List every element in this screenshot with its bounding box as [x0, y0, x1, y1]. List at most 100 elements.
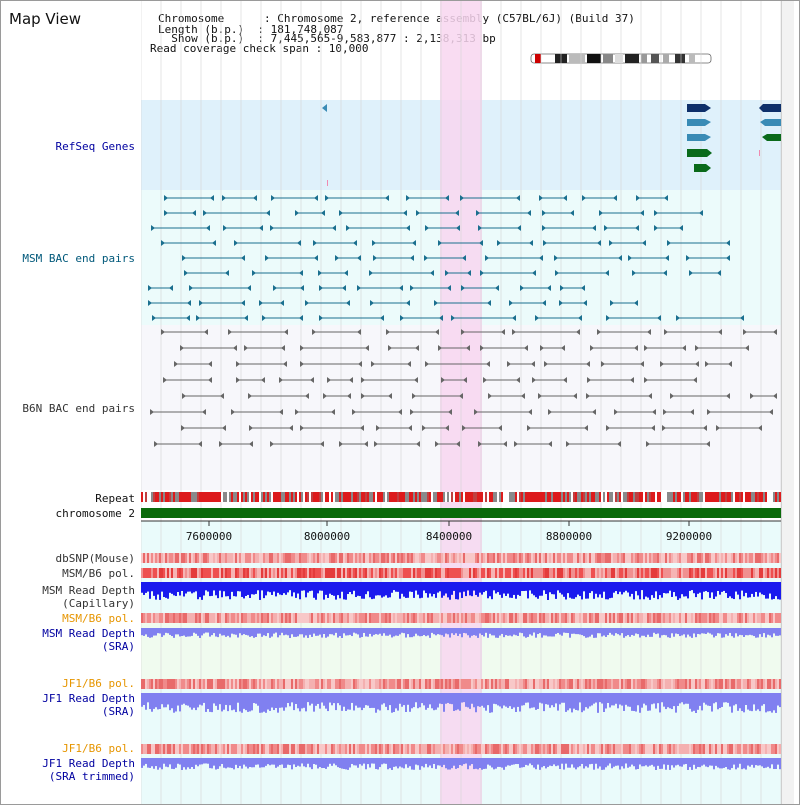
bac-end-pair	[295, 409, 335, 415]
bac-end-pair	[223, 225, 263, 231]
bac-end-pair	[644, 377, 697, 383]
bac-end-pair	[707, 409, 773, 415]
bac-end-pair	[535, 315, 582, 321]
refseq-genes-label[interactable]: RefSeq Genes	[55, 140, 135, 153]
bac-end-pair	[705, 361, 732, 367]
bac-end-pair	[667, 240, 730, 246]
bac-end-pair	[660, 361, 699, 367]
bac-end-pair	[222, 195, 257, 201]
bac-end-pair	[361, 393, 392, 399]
bac-end-pair	[300, 425, 364, 431]
refseq-gene-feature	[687, 149, 707, 157]
bac-end-pair	[520, 285, 551, 291]
bac-end-pair	[248, 393, 309, 399]
bac-end-pair	[262, 315, 303, 321]
bac-end-pair	[590, 345, 638, 351]
bac-end-pair	[182, 255, 245, 261]
msm-bac-end-pairs-label[interactable]: MSM BAC end pairs	[22, 252, 135, 265]
refseq-gene-feature	[767, 134, 781, 141]
bac-end-pair	[231, 409, 283, 415]
axis-tick-label: 7600000	[186, 530, 232, 543]
bac-end-pair	[369, 270, 434, 276]
bac-end-pair	[488, 393, 525, 399]
bac-end-pair	[410, 285, 451, 291]
bac-end-pair	[163, 377, 212, 383]
bac-end-pair	[509, 300, 546, 306]
bac-end-pair	[372, 240, 416, 246]
repeat-track[interactable]	[141, 492, 781, 502]
position-axis: 7600000 8000000 8400000 8800000 9200000	[141, 520, 781, 543]
bac-end-pair	[400, 315, 443, 321]
bac-end-pair	[244, 345, 285, 351]
dbsnp-label[interactable]: dbSNP(Mouse)	[55, 552, 135, 565]
bac-end-pair	[686, 255, 730, 261]
bac-end-pair	[478, 225, 521, 231]
bac-end-pair	[150, 409, 206, 415]
vertical-gridlines	[141, 1, 781, 804]
bac-end-pair	[646, 441, 710, 447]
bac-end-pair	[357, 285, 403, 291]
bac-end-pair	[559, 300, 587, 306]
bac-end-pair	[539, 195, 567, 201]
bac-end-pair	[461, 329, 505, 335]
bac-end-pair	[438, 345, 470, 351]
bac-end-pair	[542, 225, 596, 231]
bac-end-pair	[161, 240, 216, 246]
bac-end-pair	[606, 425, 655, 431]
coverage-tracks[interactable]	[141, 551, 781, 801]
refseq-gene-feature	[765, 119, 781, 126]
bac-end-pair	[259, 300, 284, 306]
bac-end-pair	[279, 377, 314, 383]
bac-end-pair	[151, 225, 210, 231]
msm-b6-pol-2-label[interactable]: MSM/B6 pol.	[62, 612, 135, 625]
msm-bac-end-pairs-track[interactable]	[141, 190, 781, 325]
bac-end-pair	[265, 255, 318, 261]
refseq-gene-feature	[687, 134, 705, 141]
b6n-bac-end-pairs-track[interactable]	[141, 325, 781, 490]
axis-tick-label: 8800000	[546, 530, 592, 543]
bac-end-pair	[270, 441, 324, 447]
bac-end-pair	[295, 210, 325, 216]
bac-end-pair	[527, 425, 588, 431]
bac-end-pair	[597, 329, 651, 335]
coverage-span-info: Read coverage check span : 10,000	[150, 42, 369, 55]
bac-end-pair	[180, 345, 237, 351]
msm-b6-pol-label[interactable]: MSM/B6 pol.	[62, 567, 135, 580]
bac-end-pair	[614, 409, 656, 415]
bac-end-pair	[181, 425, 226, 431]
refseq-gene-feature	[687, 104, 705, 112]
bac-end-pair	[184, 270, 229, 276]
bac-end-pair	[566, 441, 621, 447]
vertical-scrollbar[interactable]	[781, 1, 794, 804]
bac-end-pair	[480, 345, 528, 351]
bac-end-pair	[148, 300, 191, 306]
jf1-read-depth-sra-label[interactable]: JF1 Read Depth	[42, 692, 135, 705]
bac-end-pair	[474, 409, 532, 415]
bac-end-pair	[606, 315, 661, 321]
bac-end-pair	[695, 345, 749, 351]
bac-end-pair	[554, 255, 622, 261]
axis-tick-label: 9200000	[666, 530, 712, 543]
jf1-b6-pol-label[interactable]: JF1/B6 pol.	[62, 677, 135, 690]
bac-end-pair	[664, 329, 722, 335]
chromosome-bar[interactable]	[141, 508, 781, 518]
bac-end-pair	[587, 377, 634, 383]
refseq-genes-track[interactable]	[141, 100, 781, 190]
bac-end-pair	[644, 345, 686, 351]
bac-end-pair	[662, 425, 707, 431]
b6n-bac-end-pairs-label[interactable]: B6N BAC end pairs	[22, 402, 135, 415]
bac-end-pair	[438, 240, 483, 246]
refseq-gene-feature	[763, 104, 781, 112]
jf1-b6-pol-2-label[interactable]: JF1/B6 pol.	[62, 742, 135, 755]
page-title: Map View	[9, 10, 82, 28]
bac-end-pair	[325, 195, 389, 201]
bac-end-pair	[560, 285, 585, 291]
msm-read-depth-sra-label[interactable]: MSM Read Depth	[42, 627, 135, 640]
msm-read-depth-capillary-label[interactable]: MSM Read Depth	[42, 584, 135, 597]
bac-end-pair	[189, 285, 251, 291]
bac-end-pair	[406, 195, 449, 201]
bac-end-pair	[582, 195, 617, 201]
bac-end-pair	[478, 441, 507, 447]
jf1-read-depth-trimmed-label[interactable]: JF1 Read Depth	[42, 757, 135, 770]
